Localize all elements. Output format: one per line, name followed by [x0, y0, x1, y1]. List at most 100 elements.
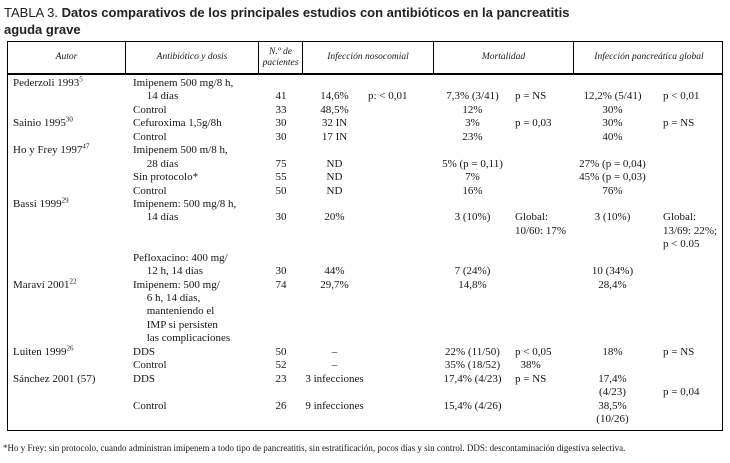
cell-mortalidad: [434, 386, 511, 399]
cell-antibiotico-dosis: IMP si persisten: [133, 318, 218, 331]
cell-antibiotico-dosis: Imipenem 500 m/8 h,: [133, 144, 228, 157]
cell-antibiotico-dosis: DDS: [133, 345, 156, 358]
cell-infeccion-nosocomial-p: [366, 185, 434, 198]
cell-autor: [8, 225, 126, 238]
cell-mortalidad-p: [511, 77, 574, 90]
cell-mortalidad-p: [511, 332, 574, 345]
cell-infeccion-pancreatica-global-p: [651, 279, 724, 292]
cell-mortalidad: 3 (10%): [454, 211, 491, 224]
cell-infeccion-pancreatica-global: 40%: [602, 130, 623, 143]
cell-infeccion-pancreatica-global-p: [651, 185, 724, 198]
table-row: las complicaciones: [8, 332, 722, 345]
table-row: Ho y Frey 199747 Imipenem 500 m/8 h,: [8, 143, 722, 157]
cell-autor: Pederzoli 19935: [13, 75, 83, 89]
cell-antibiotico-dosis: 12 h, 14 días: [133, 265, 203, 278]
cell-infeccion-pancreatica-global-p: 13/69: 22%;: [663, 224, 718, 237]
cell-infeccion-nosocomial: ND: [326, 184, 343, 197]
cell-infeccion-pancreatica-global: 27% (p = 0,04): [579, 157, 646, 170]
cell-infeccion-pancreatica-global: 17,4%: [598, 372, 627, 385]
cell-n-pacientes: 30: [275, 265, 287, 278]
table-row: Control 26 9 infecciones 15,4% (4/26) 38,5%: [8, 400, 722, 413]
cell-infeccion-pancreatica-global-p: [651, 359, 724, 372]
cell-infeccion-nosocomial-p: [366, 131, 434, 144]
cell-infeccion-nosocomial-p: [366, 305, 434, 318]
cell-n-pacientes: 50: [275, 184, 287, 197]
table-row: manteniendo el: [8, 305, 722, 318]
cell-infeccion-nosocomial-p: [366, 413, 434, 426]
cell-mortalidad: 35% (18/52): [444, 359, 501, 372]
cell-n-pacientes: 75: [275, 157, 287, 170]
cell-mortalidad: [434, 292, 511, 305]
cell-infeccion-pancreatica-global-p: [651, 319, 724, 332]
cell-infeccion-nosocomial: [303, 292, 366, 305]
cell-mortalidad-p: 10/60: 17%: [515, 224, 567, 237]
cell-infeccion-nosocomial: [303, 77, 366, 90]
cell-autor: [8, 211, 126, 224]
table-row: Control 50 ND 16% 76%: [8, 185, 722, 198]
cell-infeccion-nosocomial: [303, 198, 366, 211]
cell-antibiotico-dosis: 14 días: [133, 211, 179, 224]
cell-mortalidad-p: [511, 386, 574, 399]
cell-autor: [8, 413, 126, 426]
table-row: 12 h, 14 días 30 44% 7 (24%) 10 (34%): [8, 265, 722, 278]
cell-infeccion-pancreatica-global: [574, 238, 651, 251]
cell-mortalidad: 12%: [462, 103, 483, 116]
cell-infeccion-nosocomial: [303, 252, 366, 265]
cell-autor: [8, 171, 126, 184]
table-caption-label: TABLA 3.: [4, 5, 62, 20]
cell-infeccion-nosocomial: [303, 225, 366, 238]
table-caption: TABLA 3. Datos comparativos de los princ…: [4, 5, 704, 38]
cell-infeccion-pancreatica-global: [574, 252, 651, 265]
cell-antibiotico-dosis: Sin protocolo*: [133, 171, 199, 184]
cell-infeccion-pancreatica-global: (10/26): [596, 412, 629, 425]
cell-mortalidad: [434, 77, 511, 90]
cell-mortalidad-p: [511, 104, 574, 117]
cell-infeccion-nosocomial-p: [366, 292, 434, 305]
cell-infeccion-pancreatica-global-p: p = NS: [663, 117, 695, 130]
cell-infeccion-pancreatica-global: 45% (p = 0,03): [579, 171, 646, 184]
cell-infeccion-pancreatica-global-p: [651, 400, 724, 413]
table-caption-line2: aguda grave: [4, 21, 81, 37]
cell-mortalidad-p: p < 0,05: [515, 345, 552, 358]
cell-mortalidad-p: [511, 185, 574, 198]
cell-mortalidad-p: [511, 171, 574, 184]
cell-infeccion-nosocomial-p: [366, 117, 434, 130]
cell-infeccion-nosocomial-p: [366, 332, 434, 345]
cell-infeccion-nosocomial-p: [366, 373, 434, 386]
cell-infeccion-pancreatica-global-p: [651, 131, 724, 144]
cell-antibiotico-dosis: Pefloxacino: 400 mg/: [133, 251, 228, 264]
table-row: Control 30 17 IN 23% 40%: [8, 131, 722, 144]
table-footnote: *Ho y Frey: sin protocolo, cuando admini…: [3, 443, 626, 453]
cell-mortalidad-p: [511, 319, 574, 332]
cell-n-pacientes: [259, 386, 303, 399]
cell-n-pacientes: 30: [275, 211, 287, 224]
cell-autor: [8, 305, 126, 318]
cell-infeccion-nosocomial: [303, 386, 366, 399]
cell-antibiotico-dosis: Control: [133, 130, 167, 143]
cell-mortalidad: 23%: [462, 130, 483, 143]
cell-infeccion-pancreatica-global: [574, 77, 651, 90]
cell-n-pacientes: [259, 305, 303, 318]
cell-mortalidad: 7 (24%): [454, 265, 491, 278]
cell-infeccion-nosocomial-p: [366, 238, 434, 251]
cell-infeccion-pancreatica-global-p: p = 0,04: [663, 386, 700, 399]
cell-mortalidad: 16%: [462, 184, 483, 197]
table-row: Bassi 199929 Imipenem: 500 mg/8 h,: [8, 197, 722, 211]
cell-infeccion-nosocomial: 3 infecciones: [305, 372, 364, 385]
cell-infeccion-nosocomial-p: [366, 198, 434, 211]
cell-antibiotico-dosis: Control: [133, 184, 167, 197]
cell-infeccion-nosocomial: ND: [326, 157, 343, 170]
cell-autor: [8, 359, 126, 372]
cell-infeccion-nosocomial: 9 infecciones: [305, 399, 364, 412]
table-row: Luiten 199926 DDS 50 – 22% (11/50) p < 0,05 18…: [8, 345, 722, 359]
cell-mortalidad: [434, 238, 511, 251]
cell-n-pacientes: [259, 292, 303, 305]
cell-antibiotico-dosis: [126, 386, 259, 399]
cell-infeccion-nosocomial-p: [366, 104, 434, 117]
table-body: Pederzoli 19935 Imipenem 500 mg/8 h, 14 d…: [8, 75, 722, 430]
table-row: Pederzoli 19935 Imipenem 500 mg/8 h,: [8, 75, 722, 90]
table-row: (4/23) p = 0,04: [8, 386, 722, 399]
table-row: Pefloxacino: 400 mg/: [8, 252, 722, 265]
table-row: Sainio 199530 Cefuroxima 1,5g/8h 30 32 IN 3%…: [8, 116, 722, 130]
table-caption-line1: Datos comparativos de los principales es…: [61, 5, 570, 20]
